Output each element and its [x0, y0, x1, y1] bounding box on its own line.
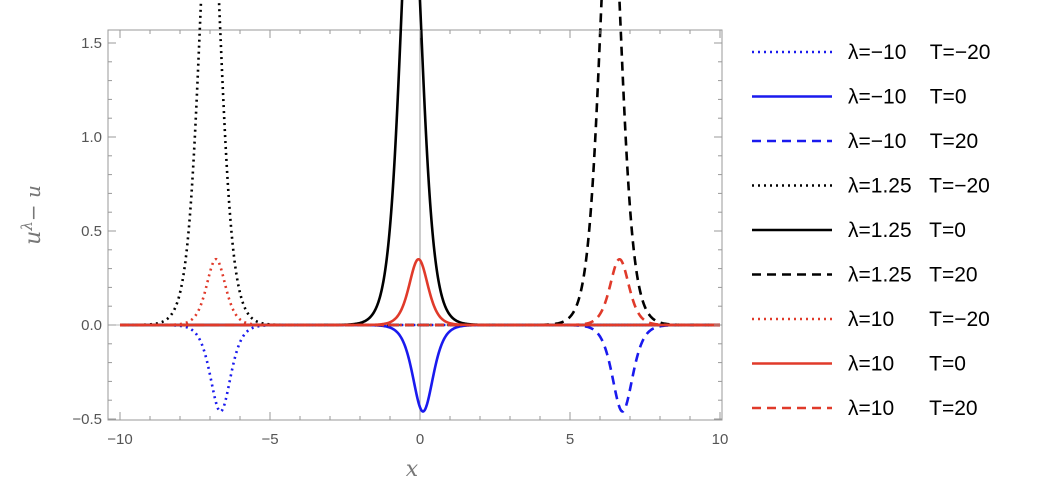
y-axis-label-tail: − u [21, 185, 45, 221]
y-tick-label: 1.0 [81, 129, 102, 146]
y-axis-label-base: u [21, 231, 46, 245]
legend-label: λ=−10 T=−20 [848, 41, 990, 64]
legend-item: λ=1.25 T=0 [752, 219, 966, 242]
legend-item: λ=−10 T=0 [752, 86, 967, 109]
x-tick-label: −5 [261, 431, 278, 448]
plot-border [107, 29, 723, 421]
series-line-8 [120, 257, 720, 327]
series-line-9 [120, 257, 720, 327]
legend-item: λ=1.25 T=20 [752, 264, 978, 287]
x-tick-label: −10 [107, 431, 132, 448]
x-tick-label: 5 [566, 431, 574, 448]
x-tick-label: 10 [712, 431, 729, 448]
y-tick-label: 1.5 [81, 35, 102, 52]
legend-label: λ=10 T=20 [848, 397, 978, 420]
legend-item: λ=10 T=−20 [752, 308, 990, 331]
legend-item: λ=10 T=0 [752, 353, 966, 376]
y-axis-label-sup: λ [18, 221, 36, 232]
plot-frame [107, 29, 723, 421]
legend-label: λ=−10 T=20 [848, 130, 978, 153]
y-tick-label: −0.5 [72, 411, 102, 428]
x-axis-label: x [406, 457, 419, 482]
y-axis-label: uλ− u [18, 185, 46, 245]
legend-label: λ=10 T=−20 [848, 308, 990, 331]
legend-label: λ=1.25 T=0 [848, 219, 966, 242]
legend-label: λ=10 T=0 [848, 353, 966, 376]
legend-item: λ=−10 T=20 [752, 130, 978, 153]
legend-label: λ=1.25 T=−20 [848, 175, 990, 198]
legend-label: λ=1.25 T=20 [848, 264, 978, 287]
legend: λ=−10 T=−20 λ=−10 T=0 λ=−10 T=20 λ=1.25 T=−… [752, 41, 990, 420]
plot-lines [120, 0, 720, 413]
legend-item: λ=−10 T=−20 [752, 41, 990, 64]
legend-label: λ=−10 T=0 [848, 86, 967, 109]
legend-item: λ=1.25 T=−20 [752, 175, 990, 198]
x-tick-label: 0 [416, 431, 424, 448]
y-tick-label: 0.0 [81, 317, 102, 334]
y-tick-label: 0.5 [81, 223, 102, 240]
legend-item: λ=10 T=20 [752, 397, 978, 420]
